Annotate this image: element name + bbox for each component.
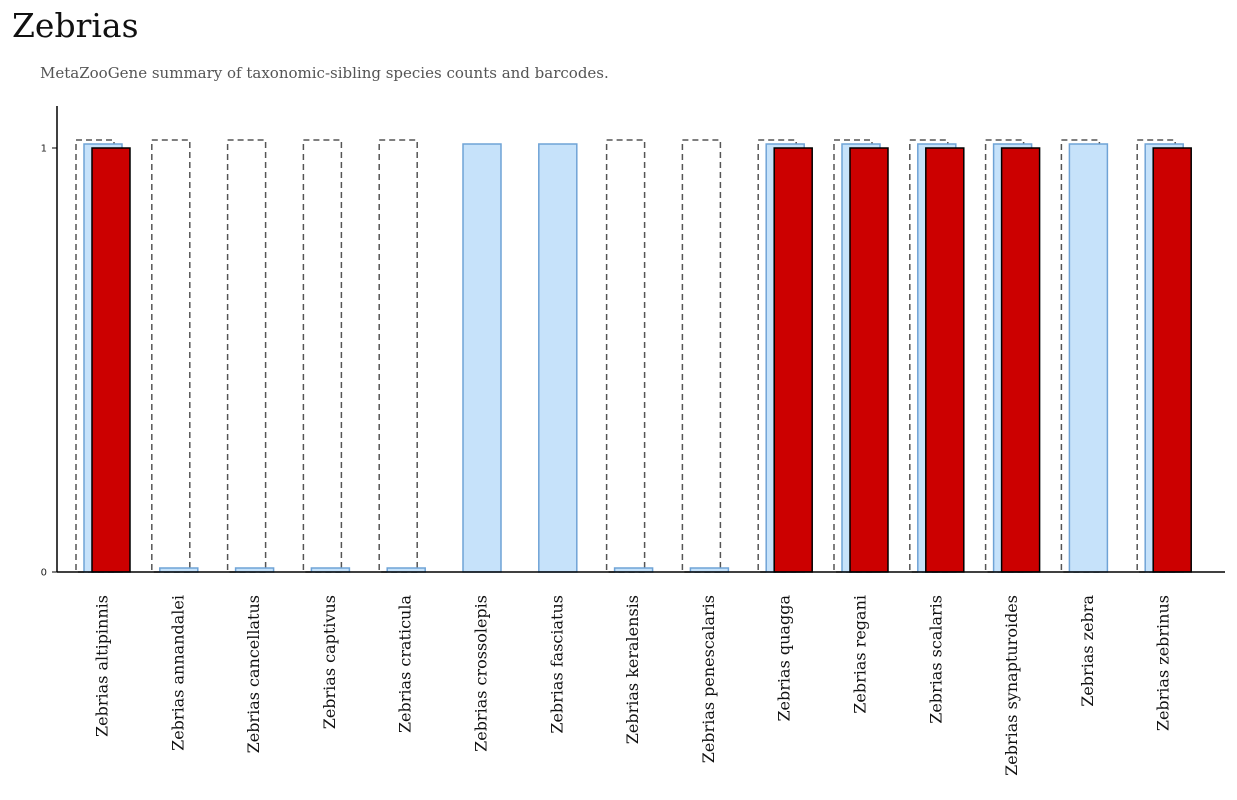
- x-tick-label-1: Zebrias annandalei: [168, 595, 187, 751]
- bar-red-14: [1152, 147, 1192, 573]
- labels-layer: Zebrias altipinnis Zebrias annandalei Zebr…: [93, 595, 1173, 776]
- x-tick-label-5: Zebrias crossolepis: [472, 595, 491, 752]
- bar-outline-8: [681, 139, 722, 573]
- bar-outline-3: [302, 139, 343, 573]
- x-tick-label-4: Zebrias craticula: [396, 595, 415, 734]
- page-subtitle: MetaZooGene summary of taxonomic-sibling…: [40, 64, 609, 82]
- bar-outline-7: [605, 139, 646, 573]
- x-tick-label-7: Zebrias keralensis: [623, 595, 642, 744]
- y-tick-label-0: 0: [41, 568, 47, 579]
- bar-blue-5: [462, 143, 502, 573]
- axes-layer: 01: [41, 106, 1225, 579]
- x-tick-label-12: Zebrias synapturoides: [1002, 595, 1021, 776]
- x-tick-label-0: Zebrias altipinnis: [93, 595, 112, 737]
- y-tick-label-1: 1: [41, 144, 47, 155]
- bar-red-11: [925, 147, 965, 573]
- x-tick-label-3: Zebrias captivus: [320, 595, 339, 729]
- bar-blue-13: [1068, 143, 1109, 573]
- x-tick-label-9: Zebrias quagga: [775, 595, 794, 722]
- x-tick-label-13: Zebrias zebra: [1078, 595, 1097, 707]
- x-tick-label-2: Zebrias cancellatus: [244, 595, 263, 753]
- x-tick-label-8: Zebrias penescalaris: [699, 595, 718, 763]
- page-title: Zebrias: [12, 6, 139, 45]
- bar-outline-1: [151, 139, 191, 573]
- bar-blue-6: [538, 143, 578, 573]
- bar-outline-2: [226, 139, 267, 573]
- x-tick-label-11: Zebrias scalaris: [926, 595, 945, 724]
- bar-red-12: [1000, 147, 1041, 573]
- bars-layer: [75, 139, 1192, 573]
- x-tick-label-14: Zebrias zebrinus: [1154, 595, 1173, 731]
- bar-red-10: [849, 147, 889, 573]
- x-tick-label-6: Zebrias fasciatus: [547, 595, 566, 734]
- bar-outline-4: [378, 139, 418, 573]
- bar-red-9: [773, 147, 813, 573]
- bar-red-0: [91, 147, 131, 573]
- x-tick-label-10: Zebrias regani: [851, 595, 870, 714]
